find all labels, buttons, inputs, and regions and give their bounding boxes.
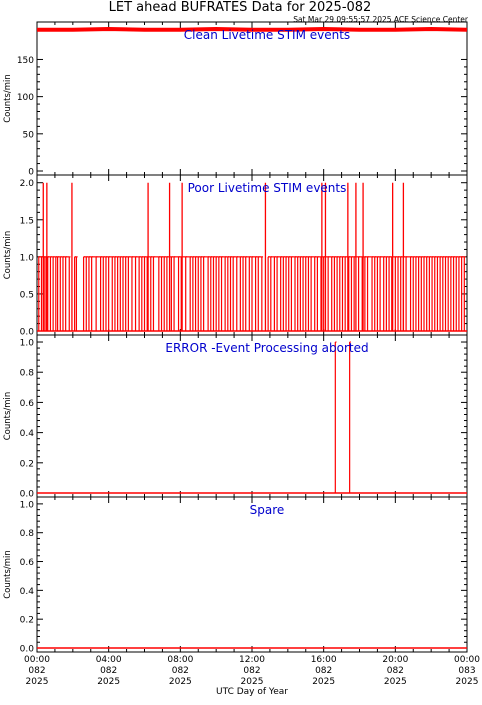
panel-title: Clean Livetime STIM events <box>184 28 350 42</box>
x-tick-label: 04:00 <box>96 655 122 665</box>
panel-title: Spare <box>250 503 285 517</box>
y-tick-label: 2.0 <box>20 179 35 189</box>
panel-4: 0.0 0.2 0.4 0.6 0.8 1.0 Counts/min Spare <box>3 496 468 655</box>
y-tick-label: 150 <box>17 56 34 66</box>
y-axis-label: Counts/min <box>3 74 13 123</box>
x-tick-label: 08:00 <box>167 655 193 665</box>
y-tick-label: 50 <box>23 130 35 140</box>
y-tick-label: 0.6 <box>20 558 35 568</box>
chart-title: LET ahead BUFRATES Data for 2025-082 <box>109 0 372 15</box>
y-tick-label: 1.0 <box>20 500 35 510</box>
y-tick-label: 0.0 <box>20 328 35 338</box>
y-tick-label: 0 <box>28 168 34 178</box>
x-tick-label: 2025 <box>384 677 407 687</box>
panel-title: Poor Livetime STIM events <box>188 181 347 195</box>
y-tick-label: 100 <box>17 93 34 103</box>
x-tick-label: 2025 <box>312 677 335 687</box>
series-line <box>37 26 468 32</box>
x-tick-label: 2025 <box>97 677 120 687</box>
y-axis-label: Counts/min <box>3 550 13 599</box>
x-tick-label: 082 <box>100 666 117 676</box>
y-tick-label: 0.2 <box>20 459 34 469</box>
y-tick-label: 1.0 <box>20 339 35 349</box>
panel-1: 0 50 100 150 Counts/min Clean Livetime STIM e… <box>3 21 468 178</box>
y-tick-label: 1.5 <box>20 216 34 226</box>
x-tick-label: 2025 <box>241 677 264 687</box>
x-tick-label: 082 <box>172 666 189 676</box>
x-tick-label: 082 <box>315 666 332 676</box>
x-tick-label: 082 <box>28 666 45 676</box>
y-tick-label: 0.8 <box>20 369 35 379</box>
y-tick-label: 0.5 <box>20 290 34 300</box>
x-tick-label: 2025 <box>456 677 479 687</box>
y-tick-label: 0.8 <box>20 529 35 539</box>
y-tick-label: 0.0 <box>20 645 35 655</box>
x-tick-label: 12:00 <box>239 655 265 665</box>
y-axis-label: Counts/min <box>3 392 13 441</box>
x-tick-label: 2025 <box>169 677 192 687</box>
x-tick-label: 2025 <box>26 677 49 687</box>
y-tick-label: 0.0 <box>20 490 35 500</box>
y-tick-label: 0.4 <box>20 429 35 439</box>
x-tick-label: 20:00 <box>382 655 408 665</box>
y-tick-label: 0.4 <box>20 587 35 597</box>
timestamp-label: Sat Mar 29 09:55:57 2025 ACE Science Cen… <box>293 15 469 24</box>
x-tick-label: 16:00 <box>311 655 337 665</box>
x-axis-label: UTC Day of Year <box>216 687 288 697</box>
y-tick-label: 0.6 <box>20 399 35 409</box>
x-tick-label: 083 <box>458 666 475 676</box>
panel-title: ERROR -Event Processing aborted <box>165 341 368 355</box>
x-tick-label: 00:00 <box>24 655 50 665</box>
y-tick-label: 0.2 <box>20 616 34 626</box>
y-axis-label: Counts/min <box>3 231 13 280</box>
y-tick-label: 1.0 <box>20 253 35 263</box>
x-tick-label: 082 <box>243 666 260 676</box>
x-tick-label: 082 <box>387 666 404 676</box>
x-tick-label: 00:00 <box>454 655 480 665</box>
